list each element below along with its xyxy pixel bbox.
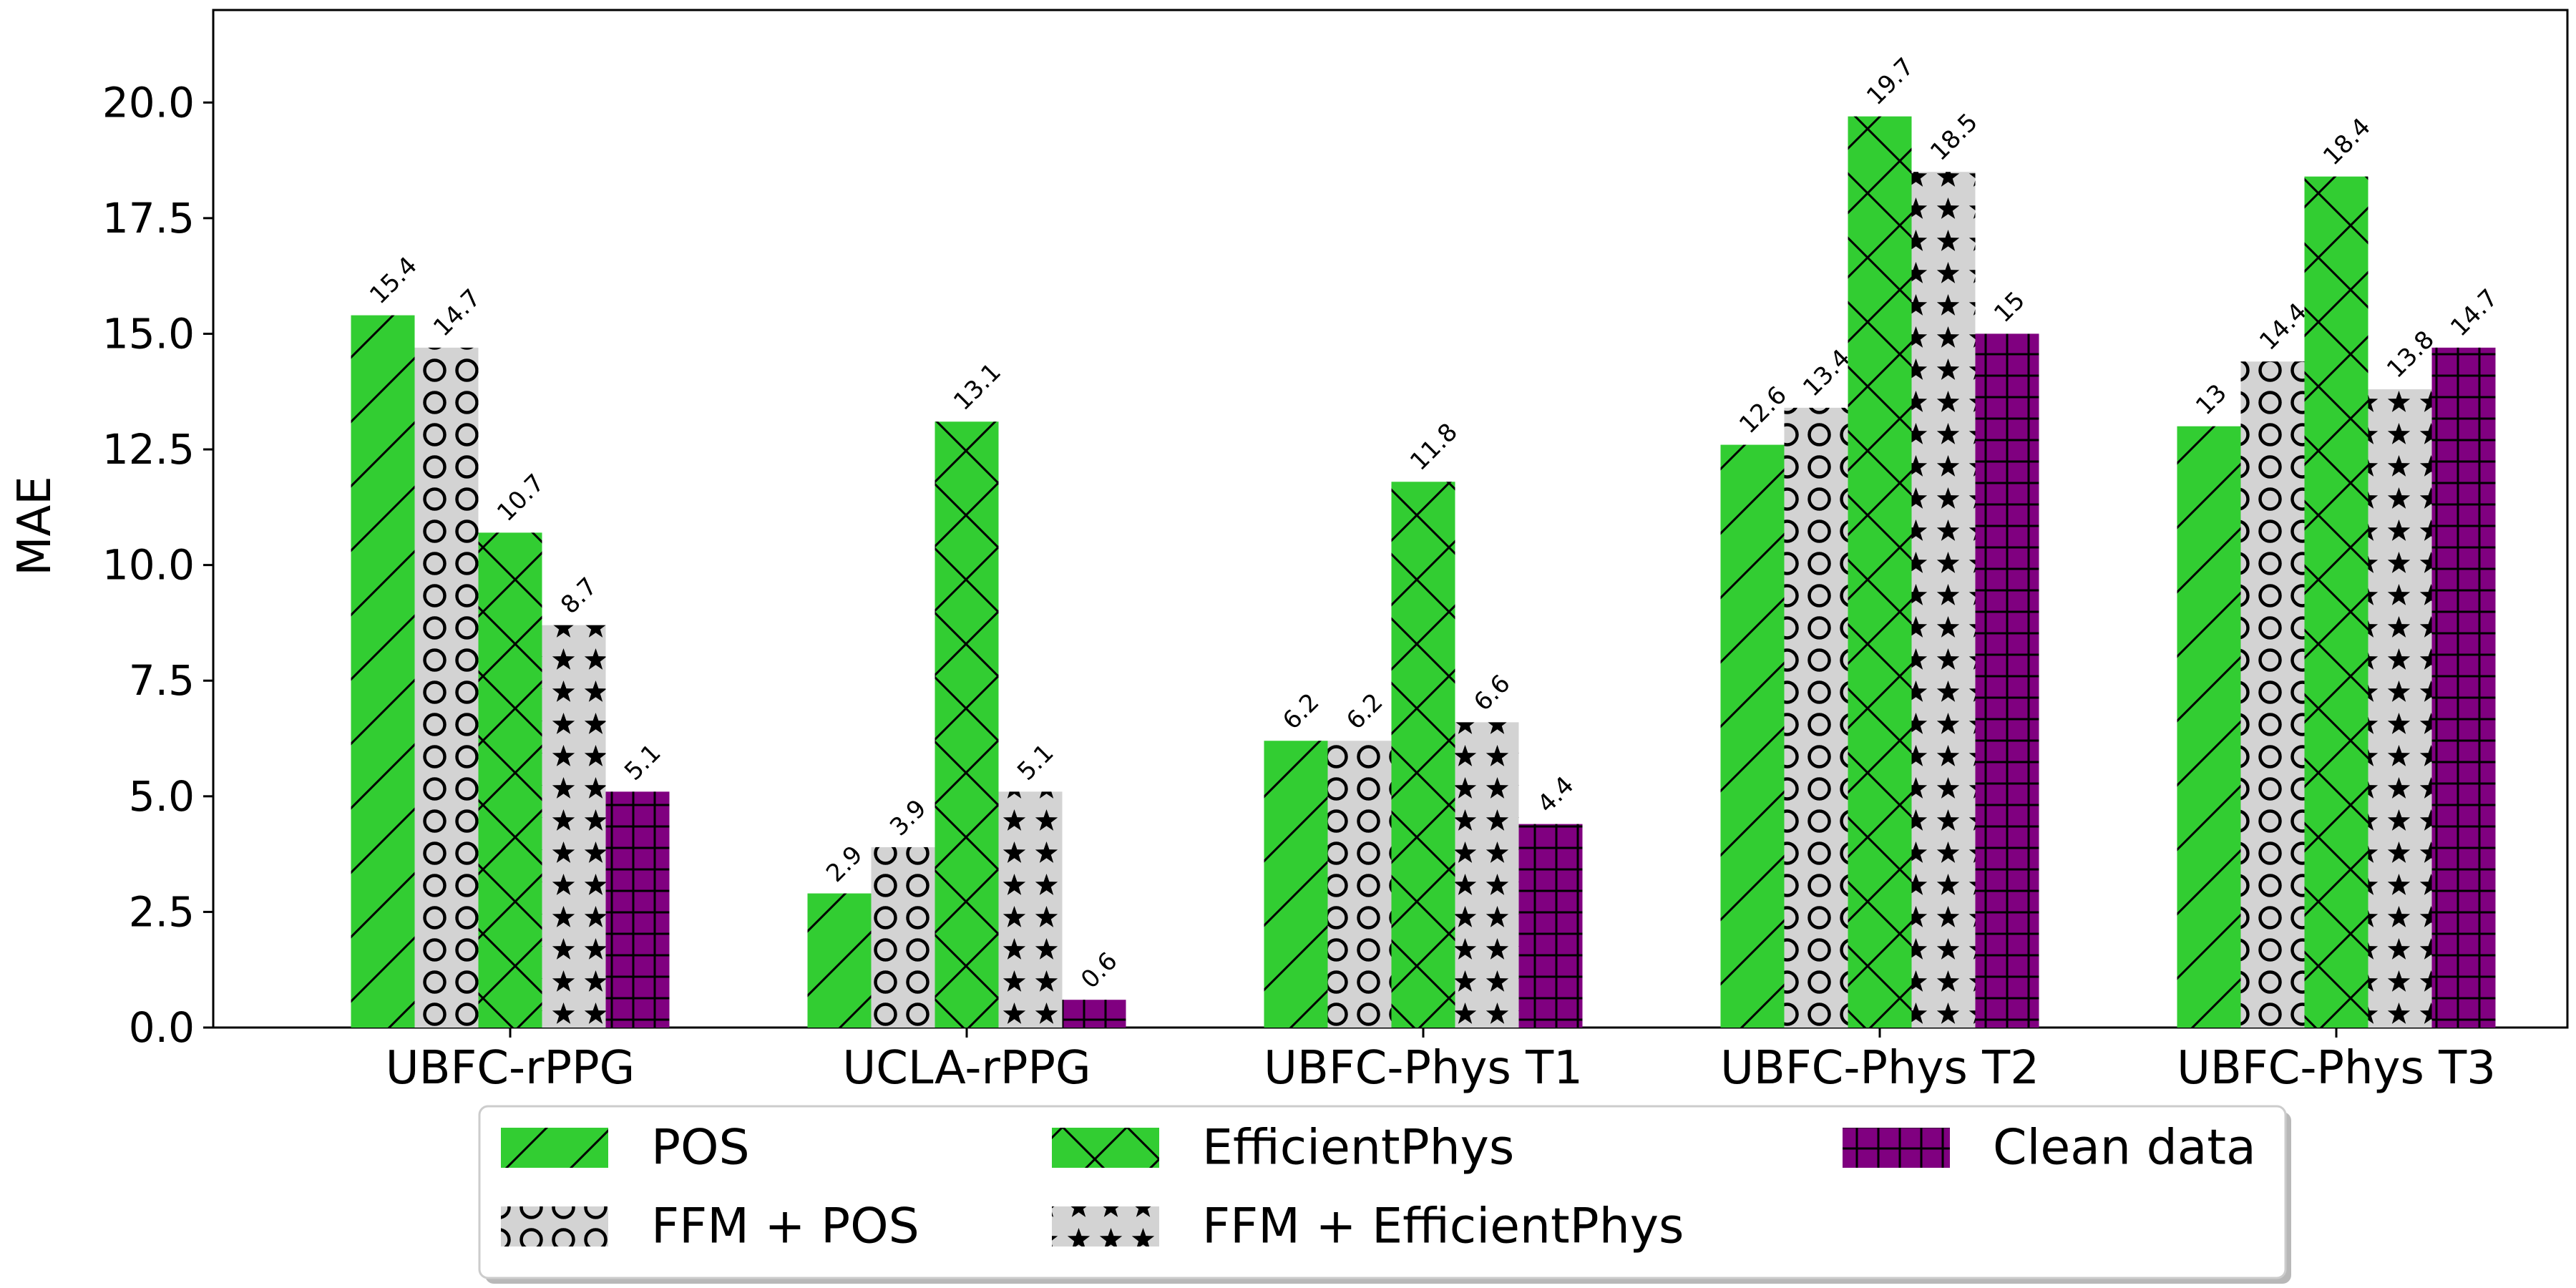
x-tick-label: UBFC-rPPG (386, 1042, 635, 1095)
data-label: 6.2 (1341, 688, 1389, 736)
data-label: 18.5 (1925, 108, 1984, 167)
data-label: 11.8 (1405, 418, 1463, 477)
data-label: 8.7 (555, 572, 603, 620)
legend-label-ffm-pos: FFM + POS (651, 1199, 919, 1255)
legend-label-pos: POS (651, 1120, 750, 1176)
bar-hatch (1848, 116, 1912, 1028)
bar-hatch (1911, 172, 1976, 1028)
data-label: 15 (1989, 286, 2031, 328)
x-tick-label: UCLA-rPPG (842, 1042, 1091, 1095)
bar-hatch (998, 791, 1063, 1028)
x-tick-label: UBFC-Phys T2 (1720, 1042, 2039, 1095)
bar-hatch (1327, 741, 1392, 1028)
legend-box (478, 1105, 2287, 1279)
y-tick-label: 7.5 (129, 656, 195, 705)
legend-label-clean-data: Clean data (1993, 1120, 2256, 1176)
data-label: 13.1 (948, 358, 1007, 416)
x-tick-label: UBFC-Phys T1 (1264, 1042, 1583, 1095)
data-label: 4.4 (1532, 771, 1580, 819)
bar-hatch (1518, 824, 1583, 1028)
bar-hatch (807, 893, 872, 1028)
bar-hatch (1391, 482, 1455, 1028)
y-tick-label: 10.0 (102, 541, 195, 590)
data-label: 3.9 (884, 794, 932, 842)
bar-hatch (2431, 347, 2496, 1028)
data-label: 13.4 (1797, 343, 1856, 402)
bar-hatch (935, 421, 999, 1028)
data-label: 14.4 (2254, 298, 2313, 356)
bar-hatch (1455, 722, 1519, 1028)
data-label: 6.2 (1277, 688, 1325, 736)
bar-hatch (1062, 1000, 1126, 1028)
data-label: 13 (2190, 379, 2233, 421)
x-axis: UBFC-rPPG UCLA-rPPG UBFC-Phys T1 UBFC-Phys … (386, 1028, 2496, 1095)
y-axis: 0.0 2.5 5.0 7.5 10.0 12.5 15.0 17.5 20.0 (102, 78, 213, 1052)
bar-hatch (2240, 361, 2305, 1028)
legend: POS FFM + POS EfficientPhys FFM + Efficient… (478, 1105, 2291, 1284)
y-axis-label: MAE (9, 476, 62, 575)
data-label: 6.6 (1468, 669, 1516, 717)
data-label: 5.1 (619, 738, 667, 786)
bar-hatch (542, 625, 606, 1028)
data-label: 0.6 (1075, 947, 1123, 995)
y-tick-label: 17.5 (102, 194, 195, 243)
bar-hatch (2368, 389, 2432, 1028)
data-label: 15.4 (364, 251, 423, 310)
legend-swatch-hatch (1843, 1128, 1950, 1168)
bar-hatch (2304, 176, 2368, 1028)
bar-hatch (1264, 741, 1328, 1028)
y-tick-label: 5.0 (129, 772, 195, 821)
bars-group: 15.414.710.78.75.12.93.913.15.10.66.2 6.2… (351, 52, 2504, 1028)
data-label: 14.7 (2445, 283, 2504, 342)
bar-hatch (478, 532, 542, 1028)
bar-hatch (1784, 407, 1848, 1028)
legend-label-efficientphys: EfficientPhys (1202, 1120, 1514, 1176)
x-tick-label: UBFC-Phys T3 (2177, 1042, 2496, 1095)
y-tick-label: 20.0 (102, 78, 195, 127)
bar-hatch (414, 347, 479, 1028)
legend-swatch-hatch (1052, 1206, 1159, 1246)
data-label: 5.1 (1012, 738, 1060, 786)
data-label: 2.9 (821, 840, 869, 888)
data-label: 13.8 (2381, 326, 2440, 384)
bar-hatch (1720, 444, 1785, 1028)
y-tick-label: 15.0 (102, 309, 195, 358)
legend-label-ffm-efficientphys: FFM + EfficientPhys (1202, 1199, 1684, 1255)
data-label: 12.6 (1734, 381, 1792, 439)
bar-hatch (351, 315, 415, 1028)
y-tick-label: 2.5 (129, 887, 195, 936)
data-label: 18.4 (2318, 112, 2376, 171)
bar-hatch (2177, 426, 2241, 1028)
legend-swatch-hatch (501, 1206, 608, 1246)
data-label: 10.7 (492, 469, 550, 527)
bar-hatch (871, 847, 935, 1028)
legend-swatch-hatch (501, 1128, 608, 1168)
bar-hatch (605, 791, 670, 1028)
data-label: 19.7 (1861, 52, 1920, 111)
legend-swatch-hatch (1052, 1128, 1159, 1168)
y-tick-label: 0.0 (129, 1003, 195, 1052)
y-tick-label: 12.5 (102, 425, 195, 474)
bar-hatch (1975, 333, 2039, 1028)
data-label: 14.7 (428, 283, 487, 342)
